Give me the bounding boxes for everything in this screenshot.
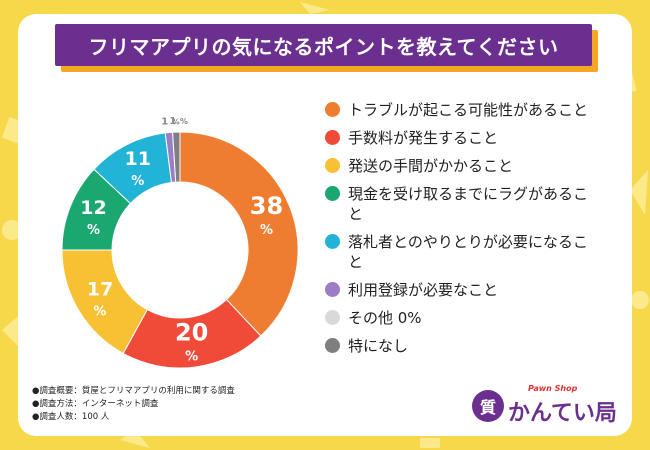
slice-unit: %: [185, 349, 198, 364]
legend-label: 落札者とのやりとりが必要になること: [348, 233, 588, 271]
legend-item: 発送の手間がかかること: [325, 156, 625, 176]
logo-emblem: 質: [472, 390, 504, 422]
slice-value: 11: [125, 148, 151, 170]
slice-unit: %: [260, 223, 273, 238]
legend-label: 発送の手間がかかること: [348, 157, 514, 175]
legend-item: 現金を受け取るまでにラグがあること: [325, 184, 625, 224]
slice-value: 17: [87, 278, 113, 300]
slice-value: 1: [169, 116, 176, 127]
slice-value: 38: [250, 192, 283, 220]
legend-swatch: [325, 338, 340, 353]
slice-value-label: 38%: [250, 192, 283, 238]
survey-notes: ●調査概要：質屋とフリマアプリの利用に関する調査 ●調査方法：インターネット調査…: [32, 385, 235, 424]
note-line: ●調査方法：インターネット調査: [32, 399, 159, 409]
brand-logo: 質 Pawn Shop かんてい局: [472, 384, 622, 428]
legend-label: 手数料が発生すること: [348, 129, 499, 147]
note-line: ●調査人数：100 人: [32, 412, 110, 422]
legend-swatch: [325, 102, 340, 117]
legend-swatch: [325, 130, 340, 145]
slice-value: 20: [175, 318, 208, 346]
logo-wordmark: かんてい局: [508, 401, 617, 426]
legend-label: 現金を受け取るまでにラグがあること: [348, 185, 589, 223]
note-line: ●調査概要：質屋とフリマアプリの利用に関する調査: [32, 386, 235, 396]
legend-item: トラブルが起こる可能性があること: [325, 100, 625, 120]
legend-swatch: [325, 234, 340, 249]
legend-swatch: [325, 186, 340, 201]
chart-title: フリマアプリの気になるポイントを教えてください: [88, 34, 559, 59]
legend-item: その他 0%: [325, 308, 625, 328]
title-banner: フリマアプリの気になるポイントを教えてください: [55, 24, 592, 66]
slice-unit: %: [87, 223, 100, 238]
logo-subtitle: Pawn Shop: [528, 384, 578, 393]
legend-item: 特になし: [325, 336, 625, 356]
donut-chart: 38%20%17%12%11%1 %1%: [61, 116, 299, 369]
slice-unit: %: [93, 304, 106, 319]
legend-label: その他 0%: [348, 309, 422, 327]
slice-unit: %: [131, 174, 144, 189]
legend-item: 利用登録が必要なこと: [325, 280, 625, 300]
pie-slice: [172, 131, 181, 183]
legend-label: 利用登録が必要なこと: [348, 281, 499, 299]
legend-swatch: [325, 158, 340, 173]
slice-value-label: 17%: [87, 278, 113, 319]
legend-label: 特になし: [348, 337, 409, 355]
legend-label: トラブルが起こる可能性があること: [348, 101, 589, 119]
slice-value-label: 20%: [175, 318, 208, 364]
slice-value: 1: [161, 117, 168, 128]
legend-swatch: [325, 282, 340, 297]
content-card: [18, 14, 632, 436]
slice-unit: %: [172, 118, 180, 127]
pie-slice: [179, 131, 299, 337]
slice-unit: %: [180, 117, 188, 126]
legend-item: 手数料が発生すること: [325, 128, 625, 148]
slice-value-label: 12%: [80, 197, 106, 238]
slice-value-label: 1%: [161, 117, 179, 128]
slice-value-label: 11%: [125, 148, 151, 189]
slice-value-label: 1%: [169, 116, 187, 127]
chart-legend: トラブルが起こる可能性があること 手数料が発生すること 発送の手間がかかること現金を…: [325, 100, 625, 364]
legend-swatch: [325, 310, 340, 325]
legend-item: 落札者とのやりとりが必要になること: [325, 232, 625, 272]
slice-value: 12: [80, 197, 106, 219]
